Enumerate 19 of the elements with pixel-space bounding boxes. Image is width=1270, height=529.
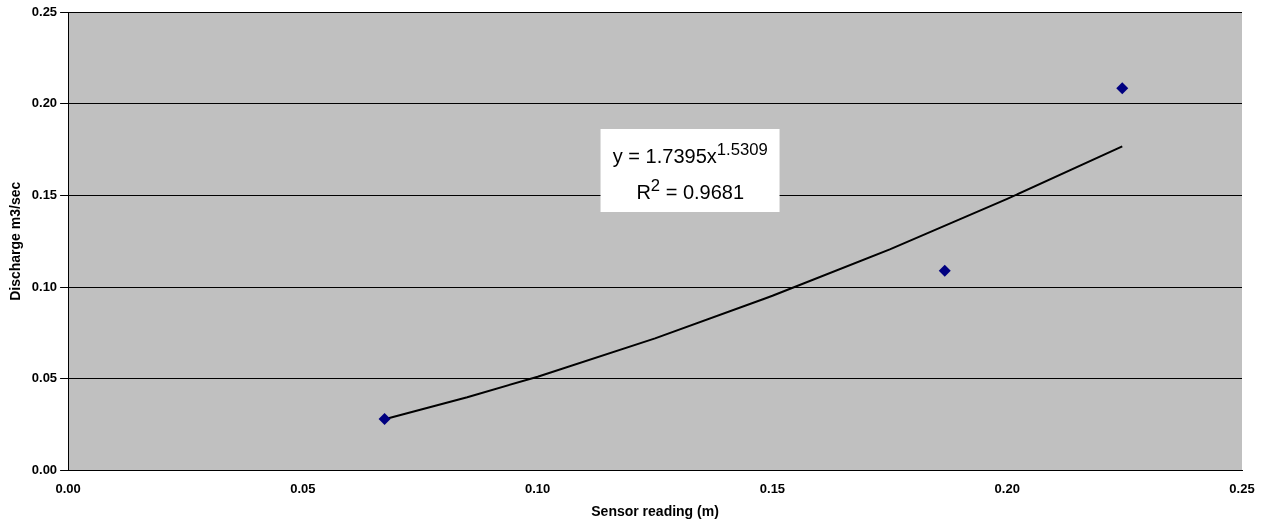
x-tick-label: 0.00	[55, 480, 81, 496]
x-tick-label: 0.15	[759, 480, 786, 496]
x-tick-label: 0.05	[290, 480, 316, 496]
point	[1116, 82, 1129, 95]
y-tick-label: 0.00	[31, 462, 58, 478]
y-tick-label: 0.10	[31, 278, 58, 294]
y-tick-label: 0.20	[31, 95, 58, 111]
annotation: R$^{2}$ = 0.9681	[635, 174, 746, 205]
y-axis-title: Discharge m3/sec	[7, 181, 24, 301]
annotation: y = 1.7395x$^{1.5309}$	[612, 138, 768, 169]
y-tick-label: 0.15	[31, 187, 58, 203]
x-tick-label: 0.20	[994, 480, 1020, 496]
x-axis-title: Sensor reading (m)	[591, 503, 719, 520]
point	[938, 264, 951, 277]
y-tick-label: 0.05	[31, 370, 58, 386]
point	[378, 413, 391, 426]
x-tick-label: 0.10	[525, 480, 551, 496]
y-tick-label: 0.25	[31, 3, 58, 19]
x-tick-label: 0.25	[1229, 480, 1255, 496]
